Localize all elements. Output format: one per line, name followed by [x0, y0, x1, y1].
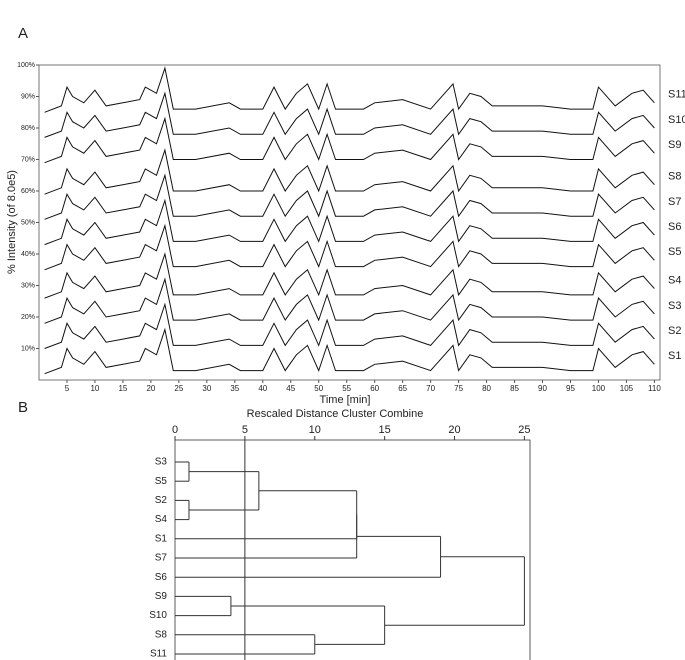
x-tick-label: 55 [342, 384, 351, 393]
series-label: S10 [668, 114, 685, 126]
chromatogram-trace [44, 173, 655, 220]
y-tick-label: 40% [21, 251, 35, 258]
x-tick-label: 10 [90, 384, 99, 393]
x-tick-label: 15 [118, 384, 127, 393]
y-tick-label: 90% [21, 93, 35, 100]
y-axis-label: % Intensity (of 8.0e5) [6, 170, 18, 274]
leaf-label: S8 [155, 629, 168, 640]
x-tick-label: 90 [538, 384, 547, 393]
x-tick-label: 10 [309, 424, 321, 436]
chromatogram-trace [44, 252, 655, 299]
x-tick-label: 70 [426, 384, 435, 393]
plot-frame [174, 439, 531, 660]
y-tick-label: 50% [21, 219, 35, 226]
series-label: S2 [668, 325, 681, 337]
chromatogram-trace [44, 277, 655, 324]
x-tick-label: 95 [566, 384, 575, 393]
x-tick-label: 15 [379, 424, 391, 436]
y-tick-label: 20% [21, 314, 35, 321]
x-tick-label: 100 [592, 384, 606, 393]
x-tick-label: 80 [482, 384, 491, 393]
x-tick-label: 25 [518, 424, 530, 436]
chromatogram-trace [44, 223, 655, 271]
x-axis-label: Time [min] [320, 394, 371, 406]
series-label: S5 [668, 246, 681, 258]
leaf-label: S1 [155, 533, 168, 544]
x-tick-label: 105 [620, 384, 634, 393]
y-tick-label: 30% [21, 282, 35, 289]
x-tick-label: 20 [448, 424, 460, 436]
series-label: S3 [668, 300, 681, 312]
x-tick-label: 5 [242, 424, 248, 436]
x-tick-label: 65 [398, 384, 407, 393]
x-tick-label: 30 [202, 384, 211, 393]
series-label: S9 [668, 139, 681, 151]
chromatogram-trace [44, 116, 655, 164]
chromatogram-trace [44, 148, 655, 195]
x-tick-label: 85 [510, 384, 519, 393]
y-tick-label: 70% [21, 156, 35, 163]
series-label: S6 [668, 221, 681, 233]
leaf-label: S2 [155, 495, 168, 506]
chromatogram-trace [44, 198, 655, 246]
chromatogram-trace [44, 302, 655, 349]
leaf-label: S4 [155, 514, 168, 525]
y-tick-label: 80% [21, 125, 35, 132]
leaf-label: S9 [155, 591, 168, 602]
panel-label: B [18, 399, 28, 416]
series-label: S7 [668, 196, 681, 208]
y-tick-label: 10% [21, 345, 35, 352]
chromatogram-trace [44, 327, 655, 375]
x-tick-label: 0 [172, 424, 178, 436]
x-tick-label: 25 [174, 384, 183, 393]
x-tick-label: 50 [314, 384, 323, 393]
chromatogram-trace [44, 66, 655, 113]
series-label: S1 [668, 350, 681, 362]
x-tick-label: 5 [65, 384, 70, 393]
series-label: S8 [668, 171, 681, 183]
leaf-label: S3 [155, 457, 168, 468]
y-tick-label: 60% [21, 188, 35, 195]
leaf-label: S10 [149, 610, 167, 621]
chart-title: Rescaled Distance Cluster Combine [247, 408, 424, 420]
x-tick-label: 110 [648, 384, 661, 393]
leaf-label: S5 [155, 476, 168, 487]
leaf-label: S6 [155, 572, 168, 583]
chromatogram-trace [44, 91, 655, 138]
x-tick-label: 75 [454, 384, 463, 393]
x-tick-label: 60 [370, 384, 379, 393]
plot-frame [38, 64, 661, 381]
y-tick-label: 100% [17, 62, 35, 69]
leaf-label: S7 [155, 553, 168, 564]
series-label: S4 [668, 275, 681, 287]
x-tick-label: 40 [258, 384, 267, 393]
x-tick-label: 45 [286, 384, 295, 393]
panel-label: A [18, 25, 28, 42]
series-label: S11 [668, 89, 685, 101]
x-tick-label: 35 [230, 384, 239, 393]
leaf-label: S11 [150, 649, 167, 660]
x-tick-label: 20 [146, 384, 155, 393]
